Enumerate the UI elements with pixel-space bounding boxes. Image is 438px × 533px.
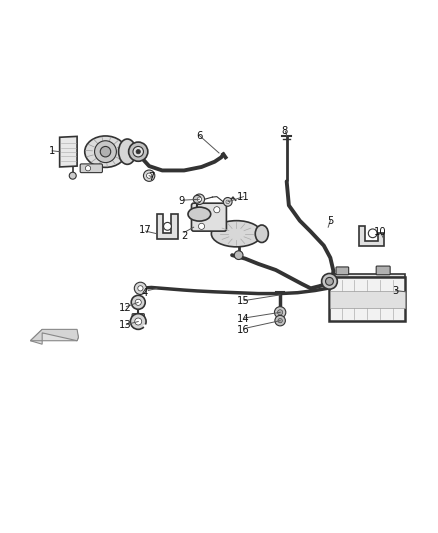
Circle shape [135, 318, 142, 325]
Text: 4: 4 [141, 288, 148, 298]
Ellipse shape [212, 221, 261, 247]
Ellipse shape [85, 136, 126, 167]
Circle shape [278, 318, 283, 323]
Circle shape [85, 166, 91, 171]
Circle shape [134, 282, 147, 294]
Ellipse shape [119, 139, 136, 164]
Circle shape [138, 286, 143, 291]
Ellipse shape [188, 207, 211, 221]
Text: 17: 17 [138, 225, 151, 235]
Circle shape [69, 172, 76, 179]
Text: 7: 7 [148, 172, 155, 182]
Polygon shape [157, 214, 178, 239]
Text: 9: 9 [179, 196, 185, 206]
Circle shape [321, 273, 337, 289]
Circle shape [223, 198, 232, 206]
Circle shape [278, 310, 283, 315]
Circle shape [136, 149, 141, 154]
Circle shape [129, 142, 148, 161]
Circle shape [144, 170, 155, 181]
Circle shape [214, 207, 220, 213]
Text: 16: 16 [237, 325, 249, 335]
FancyBboxPatch shape [329, 274, 406, 277]
Circle shape [197, 197, 201, 201]
FancyBboxPatch shape [132, 313, 145, 321]
Text: 1: 1 [49, 146, 55, 156]
Polygon shape [30, 329, 78, 341]
FancyBboxPatch shape [330, 290, 405, 308]
Circle shape [226, 200, 230, 204]
Circle shape [325, 277, 333, 285]
Polygon shape [359, 226, 384, 246]
FancyBboxPatch shape [336, 267, 349, 275]
FancyBboxPatch shape [80, 164, 102, 173]
Circle shape [275, 316, 286, 326]
Circle shape [368, 229, 377, 238]
Text: 2: 2 [181, 231, 187, 241]
Polygon shape [60, 136, 77, 167]
Circle shape [194, 194, 205, 205]
Text: 12: 12 [119, 303, 131, 313]
Text: 14: 14 [237, 314, 249, 324]
Text: 3: 3 [393, 286, 399, 295]
Circle shape [198, 223, 205, 229]
Text: 11: 11 [237, 192, 249, 201]
Text: 13: 13 [119, 320, 131, 330]
Text: 15: 15 [237, 296, 249, 306]
Circle shape [133, 147, 144, 157]
Circle shape [95, 141, 117, 163]
Circle shape [275, 306, 286, 318]
Text: 5: 5 [327, 216, 333, 225]
Circle shape [135, 299, 141, 305]
FancyBboxPatch shape [191, 203, 226, 231]
Polygon shape [30, 329, 78, 344]
Text: 6: 6 [196, 131, 202, 141]
Circle shape [100, 147, 111, 157]
Circle shape [131, 295, 145, 309]
Ellipse shape [255, 225, 268, 243]
FancyBboxPatch shape [329, 277, 406, 321]
Circle shape [193, 195, 201, 203]
Circle shape [163, 222, 171, 230]
Circle shape [234, 251, 243, 260]
Circle shape [131, 313, 146, 329]
Text: 10: 10 [374, 227, 387, 237]
FancyBboxPatch shape [376, 266, 390, 275]
Circle shape [147, 173, 152, 179]
Text: 8: 8 [281, 126, 288, 136]
